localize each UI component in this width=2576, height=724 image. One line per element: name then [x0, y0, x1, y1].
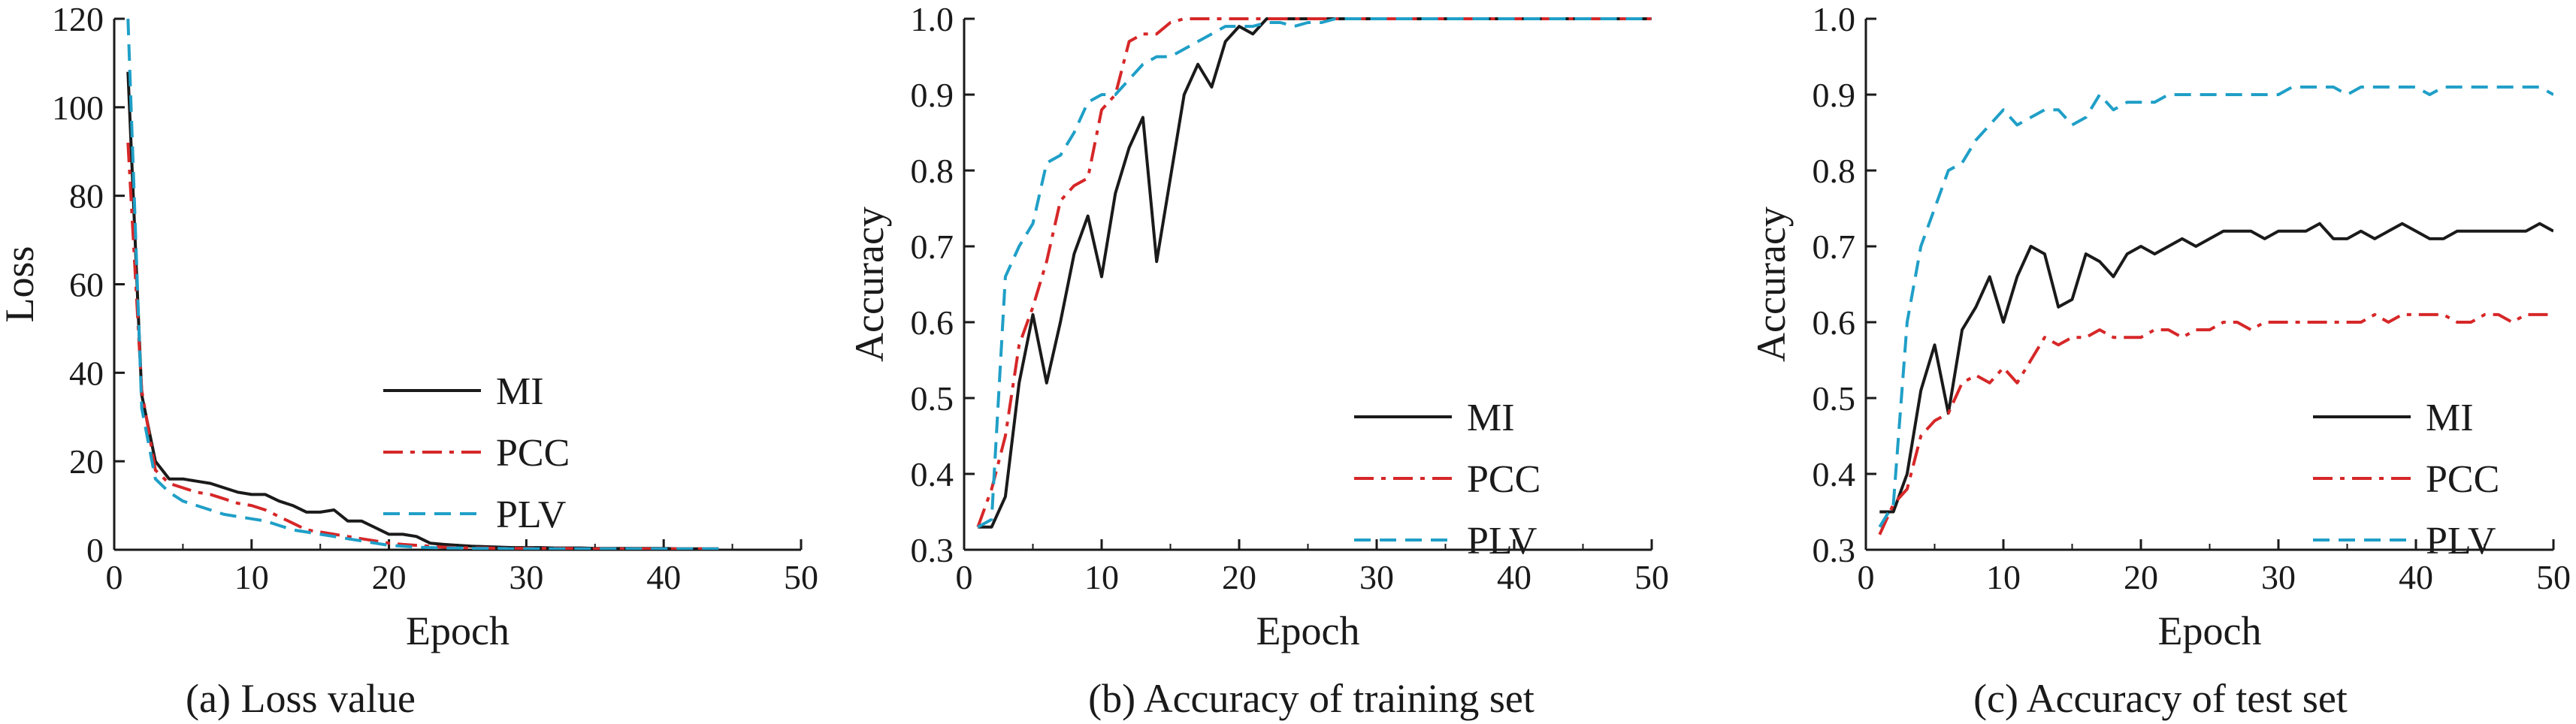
y-tick-label: 0	[86, 531, 104, 569]
legend-label-plv: PLV	[1467, 520, 1537, 563]
y-tick-label: 0.3	[1813, 531, 1856, 569]
y-tick-label: 0.4	[911, 455, 954, 493]
x-tick-label: 0	[106, 558, 123, 596]
x-tick-label: 30	[1359, 558, 1394, 596]
legend-label-plv: PLV	[2426, 520, 2496, 563]
y-tick-label: 0.6	[1813, 303, 1856, 342]
series-line-mi	[126, 71, 719, 550]
legend-label-pcc: PCC	[496, 432, 570, 475]
y-tick-label: 0.5	[911, 379, 954, 418]
series-line-plv	[977, 17, 1652, 529]
x-tick-label: 0	[1858, 558, 1875, 596]
x-tick-label: 40	[646, 558, 681, 596]
y-tick-label: 0.7	[1813, 228, 1856, 266]
y-tick-label: 40	[69, 354, 104, 392]
legend-label-plv: PLV	[496, 493, 566, 536]
x-axis-label: Epoch	[2158, 608, 2262, 653]
legend-label-pcc: PCC	[2426, 458, 2499, 501]
y-tick-label: 20	[69, 442, 104, 481]
y-tick-label: 100	[52, 89, 104, 127]
y-tick-label: 1.0	[911, 0, 954, 38]
x-axis-label: Epoch	[1256, 608, 1360, 653]
panel-caption: (b) Accuracy of training set	[1088, 676, 1534, 721]
legend: MI PCC PLV	[2313, 397, 2499, 563]
x-tick-label: 0	[956, 558, 973, 596]
panel-caption: (a) Loss value	[186, 676, 416, 721]
legend: MI PCC PLV	[1354, 397, 1540, 563]
y-tick-label: 120	[52, 0, 104, 38]
y-axis-label: Loss	[0, 246, 42, 322]
y-tick-label: 0.6	[911, 303, 954, 342]
chart-panel-2: 0 10 20 30 40 50 0.3 0.4 0.5 0.6 0.7 0.8 0.9 1.0 Epoch…	[847, 0, 1669, 721]
y-tick-label: 0.8	[1813, 152, 1856, 190]
chart-panel-1: 0 10 20 30 40 50 0 20 40 60 80 100 120 Epoch Loss (a) L…	[0, 0, 818, 721]
series-line-pcc	[1878, 312, 2553, 535]
x-axis-label: Epoch	[406, 608, 509, 653]
y-tick-label: 0.9	[911, 76, 954, 114]
y-axis-label: Accuracy	[847, 207, 892, 362]
x-tick-label: 50	[784, 558, 818, 596]
legend-label-mi: MI	[1467, 397, 1515, 439]
y-tick-label: 0.7	[911, 228, 954, 266]
legend: MI PCC PLV	[383, 370, 570, 536]
y-axis-label: Accuracy	[1749, 207, 1794, 362]
y-tick-label: 0.8	[911, 152, 954, 190]
x-tick-label: 50	[1634, 558, 1669, 596]
y-tick-label: 1.0	[1813, 0, 1856, 38]
x-tick-label: 20	[1222, 558, 1256, 596]
x-tick-label: 10	[234, 558, 269, 596]
series-line-mi	[1879, 222, 2553, 514]
y-tick-label: 0.4	[1813, 455, 1856, 493]
y-tick-label: 60	[69, 266, 104, 304]
x-tick-label: 20	[2124, 558, 2158, 596]
x-tick-label: 30	[509, 558, 543, 596]
legend-label-pcc: PCC	[1467, 458, 1540, 501]
y-tick-label: 80	[69, 177, 104, 216]
x-tick-label: 40	[1497, 558, 1531, 596]
y-tick-label: 0.5	[1813, 379, 1856, 418]
legend-label-mi: MI	[2426, 397, 2474, 439]
x-tick-label: 10	[1986, 558, 2021, 596]
x-tick-label: 30	[2261, 558, 2296, 596]
chart-panel-3: 0 10 20 30 40 50 0.3 0.4 0.5 0.6 0.7 0.8 0.9 1.0 Epoch…	[1749, 0, 2571, 721]
series-line-plv	[126, 18, 719, 550]
y-tick-label: 0.3	[911, 531, 954, 569]
y-tick-label: 0.9	[1813, 76, 1856, 114]
x-tick-label: 50	[2536, 558, 2571, 596]
x-tick-label: 10	[1084, 558, 1119, 596]
x-tick-label: 40	[2399, 558, 2433, 596]
x-tick-label: 20	[372, 558, 407, 596]
series-line-pcc	[126, 142, 719, 550]
legend-label-mi: MI	[496, 370, 544, 413]
series-line-pcc	[976, 17, 1652, 528]
series-line-mi	[978, 17, 1652, 529]
panel-caption: (c) Accuracy of test set	[1973, 676, 2348, 721]
